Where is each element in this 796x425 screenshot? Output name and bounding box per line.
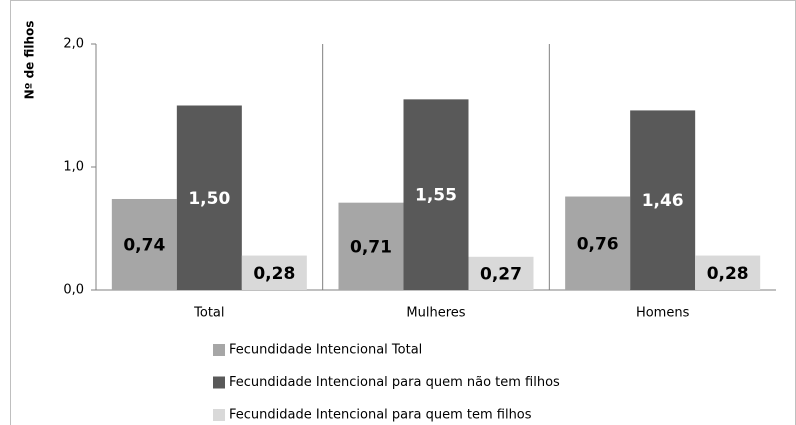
legend-label: Fecundidade Intencional para quem não te… <box>229 375 560 390</box>
value-label: 0,74 <box>123 235 165 255</box>
legend-swatch <box>213 376 225 389</box>
legend-label: Fecundidade Intencional Total <box>229 343 422 358</box>
value-label: 1,50 <box>188 189 230 209</box>
legend-label: Fecundidade Intencional para quem tem fi… <box>229 408 532 423</box>
value-label: 1,46 <box>642 191 684 211</box>
value-label: 0,76 <box>577 234 619 254</box>
y-axis-label: Nº de filhos <box>23 21 37 100</box>
legend-swatch <box>213 344 225 356</box>
legend-swatch <box>213 409 225 421</box>
value-label: 1,55 <box>415 186 457 206</box>
bar <box>111 198 177 290</box>
bar <box>630 110 696 290</box>
y-tick-label: 2,0 <box>63 37 84 52</box>
bar <box>468 256 534 290</box>
value-label: 0,27 <box>480 264 522 284</box>
value-label: 0,28 <box>707 264 749 284</box>
x-tick-label: Total <box>193 306 224 321</box>
value-label: 0,71 <box>350 237 392 257</box>
bar <box>403 99 469 290</box>
bar <box>338 202 404 290</box>
bar <box>241 255 307 290</box>
bar <box>176 105 242 290</box>
bar <box>565 196 631 290</box>
x-tick-label: Homens <box>636 306 690 321</box>
y-tick-label: 0,0 <box>63 283 84 298</box>
y-tick-label: 1,0 <box>63 160 84 175</box>
x-tick-label: Mulheres <box>406 306 465 321</box>
value-label: 0,28 <box>253 264 295 284</box>
bar <box>695 255 761 290</box>
